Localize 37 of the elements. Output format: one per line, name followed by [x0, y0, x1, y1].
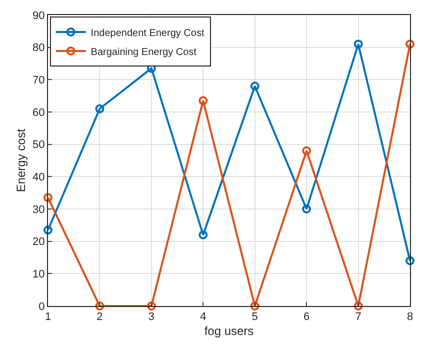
point: [95, 302, 104, 310]
legend-label: Independent Energy Cost: [90, 28, 204, 39]
point: [406, 40, 414, 49]
point: [354, 302, 363, 310]
point: [250, 82, 260, 91]
y-tick-label: 30: [32, 204, 45, 216]
x-tick-label: 1: [44, 311, 52, 324]
point: [198, 96, 208, 106]
y-tick-label: 10: [32, 268, 45, 281]
point: [44, 226, 52, 235]
y-tick-label: 40: [32, 172, 45, 184]
point: [354, 40, 363, 49]
y-tick-label: 80: [32, 42, 45, 54]
x-tick-label: 6: [304, 311, 310, 324]
point: [95, 104, 104, 114]
point: [198, 230, 208, 240]
x-tick-label: 7: [355, 311, 362, 324]
x-tick-label: 8: [406, 311, 414, 324]
x-tick-label: 2: [96, 311, 103, 324]
point: [250, 302, 260, 310]
point: [302, 146, 312, 156]
x-tick-label: 4: [200, 311, 206, 324]
point: [406, 256, 414, 266]
x-axis-title: fog users: [204, 324, 254, 338]
legend-label: Bargaining Energy Cost: [90, 46, 197, 58]
point: [146, 302, 156, 310]
y-tick-label: 0: [38, 300, 45, 313]
y-tick-label: 90: [32, 10, 45, 22]
x-tick-label: 5: [252, 311, 258, 324]
y-tick-label: 70: [32, 74, 45, 87]
y-tick-label: 20: [32, 236, 45, 248]
x-tick-label: 3: [148, 311, 154, 324]
y-axis-title: Energy cost: [14, 128, 28, 192]
y-tick-label: 60: [32, 106, 45, 119]
y-tick-label: 50: [32, 139, 45, 152]
point: [44, 193, 52, 202]
point: [302, 204, 312, 214]
